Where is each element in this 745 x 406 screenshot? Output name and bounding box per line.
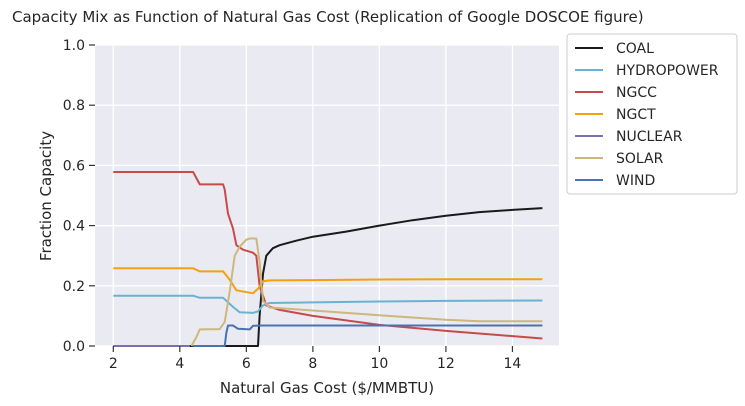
legend-label-wind: WIND — [616, 173, 655, 189]
chart-title: Capacity Mix as Function of Natural Gas … — [12, 8, 644, 26]
x-axis-ticks: 2 4 6 8 10 12 14 — [109, 346, 522, 372]
x-axis-label: Natural Gas Cost ($/MMBTU) — [220, 379, 434, 397]
series-line-coal — [113, 207, 543, 347]
legend-label-solar: SOLAR — [616, 151, 664, 167]
legend-label-coal: COAL — [616, 41, 654, 57]
y-tick-label: 0.4 — [63, 219, 85, 235]
series-line-ngct — [113, 267, 543, 295]
y-axis-ticks: 0.0 0.2 0.4 0.6 0.8 1.0 — [63, 38, 95, 355]
legend-box — [566, 33, 738, 195]
legend: COAL HYDROPOWER NGCC NGCT NUCLEAR SOLAR WIND — [566, 33, 738, 195]
legend-label-hydropower: HYDROPOWER — [616, 63, 719, 79]
x-tick-label: 6 — [242, 356, 251, 372]
series-line-hydropower — [113, 294, 543, 314]
y-tick-label: 0.0 — [63, 339, 85, 355]
series-line-ngcc — [113, 171, 543, 340]
y-tick-label: 0.6 — [63, 158, 85, 174]
x-tick-label: 2 — [109, 356, 118, 372]
legend-label-nuclear: NUCLEAR — [616, 129, 683, 145]
legend-label-ngcc: NGCC — [616, 85, 657, 101]
y-tick-label: 0.2 — [63, 279, 85, 295]
y-tick-label: 1.0 — [63, 38, 85, 54]
series-line-wind — [193, 324, 543, 347]
y-axis-label: Fraction Capacity — [37, 131, 55, 261]
legend-items: COAL HYDROPOWER NGCC NGCT NUCLEAR SOLAR WIND — [575, 41, 719, 189]
x-tick-label: 4 — [175, 356, 184, 372]
legend-label-ngct: NGCT — [616, 107, 656, 123]
series-lines — [113, 171, 543, 347]
series-line-solar — [190, 237, 543, 347]
x-tick-label: 14 — [504, 356, 522, 372]
y-tick-label: 0.8 — [63, 98, 85, 114]
x-tick-label: 12 — [437, 356, 455, 372]
x-tick-label: 8 — [308, 356, 317, 372]
x-tick-label: 10 — [370, 356, 388, 372]
